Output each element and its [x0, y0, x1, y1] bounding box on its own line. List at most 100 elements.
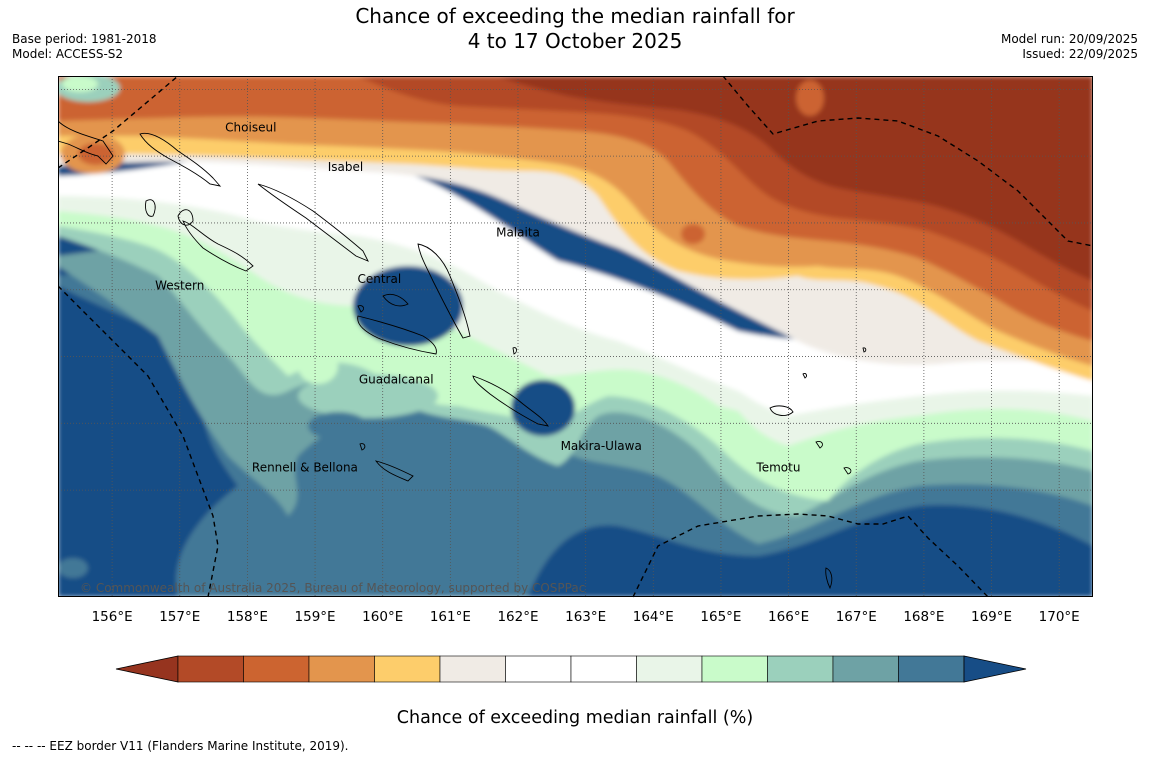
coast-duff-islands — [862, 347, 867, 353]
colorbar-bin — [570, 655, 637, 683]
colorbar-tick-label: 20 — [168, 685, 188, 688]
fill-guadalcanal-light — [298, 374, 438, 418]
colorbar-tick-label: 55 — [626, 685, 646, 688]
model-name: Model: ACCESS-S2 — [12, 47, 124, 61]
fill-dry-pocket-choiseul-core — [78, 143, 114, 165]
colorbar: 20 25 30 35 40 45 50 55 60 65 70 75 80 — [115, 655, 1027, 688]
contour-fills — [58, 76, 1093, 597]
issued-date: Issued: 22/09/2025 — [1022, 47, 1138, 61]
colorbar-tick-label: 45 — [495, 685, 515, 688]
colorbar-bin-high-extend — [963, 655, 1027, 683]
colorbar-title: Chance of exceeding median rainfall (%) — [396, 708, 754, 728]
colorbar-bin-low-extend — [115, 655, 179, 683]
colorbar-tick-label: 35 — [364, 685, 384, 688]
colorbar-tick-label: 75 — [888, 685, 908, 688]
fill-sw-corner — [58, 558, 88, 578]
title-line-2: 4 to 17 October 2025 — [467, 29, 683, 53]
region-label: Temotu — [755, 460, 800, 474]
eez-border-west — [58, 285, 219, 598]
longitude-tick-label: 166°E — [768, 609, 809, 625]
meta-right: Model run: 20/09/2025 Issued: 22/09/2025 — [1001, 32, 1138, 62]
fill-dry-pocket-north — [796, 80, 824, 116]
coast-ulawa — [512, 347, 517, 355]
coast-bellona — [359, 443, 366, 451]
colorbar-tick-label: 65 — [757, 685, 777, 688]
title-line-1: Chance of exceeding the median rainfall … — [355, 4, 795, 28]
copyright-text: © Commonwealth of Australia 2025, Bureau… — [80, 581, 585, 595]
longitude-tick-label: 156°E — [92, 609, 133, 625]
fill-dry-pocket-malaita-east — [681, 224, 705, 244]
coast-savo — [357, 305, 365, 313]
colorbar-tick-label: 60 — [692, 685, 712, 688]
colorbar-bin — [374, 655, 441, 683]
coast-temotu-nendo — [769, 405, 794, 416]
map-frame — [58, 76, 1093, 597]
model-run: Model run: 20/09/2025 — [1000, 32, 1138, 46]
coast-central-florida — [382, 293, 409, 307]
longitude-tick-label: 170°E — [1039, 609, 1080, 625]
longitude-tick-label: 167°E — [836, 609, 877, 625]
region-label: Western — [155, 279, 204, 293]
coastlines — [58, 120, 867, 590]
eez-border-png-north — [58, 76, 179, 169]
longitude-tick-label: 161°E — [430, 609, 471, 625]
colorbar-bin — [636, 655, 703, 683]
coast-rennell — [374, 460, 414, 482]
region-label: Choiseul — [225, 120, 276, 134]
longitude-tick-label: 168°E — [903, 609, 944, 625]
colorbar-tick-label: 25 — [233, 685, 253, 688]
colorbar-tick-label: 40 — [430, 685, 450, 688]
colorbar-bin — [308, 655, 375, 683]
longitude-tick-label: 163°E — [565, 609, 606, 625]
colorbar-bins — [115, 655, 1027, 683]
colorbar-tick-label: 70 — [823, 685, 843, 688]
coast-vanuatu-torres — [825, 567, 833, 590]
colorbar-bin — [832, 655, 899, 683]
longitude-tick-label: 158°E — [227, 609, 268, 625]
coast-reef-islands — [802, 373, 807, 379]
chart-title: Chance of exceeding the median rainfall … — [0, 4, 1150, 54]
meta-left: Base period: 1981-2018 Model: ACCESS-S2 — [12, 32, 157, 62]
longitude-tick-label: 157°E — [159, 609, 200, 625]
region-label: Central — [357, 272, 401, 286]
longitude-tick-label: 169°E — [971, 609, 1012, 625]
colorbar-bin — [505, 655, 572, 683]
colorbar-tick-label: 50 — [561, 685, 581, 688]
longitude-tick-label: 159°E — [295, 609, 336, 625]
coast-isabel — [257, 183, 369, 262]
coast-png-bougainville — [58, 120, 114, 165]
base-period: Base period: 1981-2018 — [12, 32, 157, 46]
fill-dry-below-20 — [498, 76, 1093, 281]
coast-guadalcanal — [357, 315, 437, 355]
coast-makira — [472, 375, 549, 427]
region-label: Rennell & Bellona — [252, 460, 358, 474]
eez-border-vanuatu — [632, 513, 989, 598]
coast-malaita — [417, 243, 471, 339]
colorbar-tick-label: 30 — [299, 685, 319, 688]
colorbar-ticks: 20 25 30 35 40 45 50 55 60 65 70 75 80 — [168, 685, 974, 688]
coast-ranongga — [145, 199, 156, 217]
fill-north-pale — [62, 76, 98, 92]
eez-borders — [58, 76, 1093, 598]
eez-footnote: -- -- -- EEZ border V11 (Flanders Marine… — [12, 739, 349, 753]
colorbar-bin — [439, 655, 506, 683]
colorbar-bin — [177, 655, 244, 683]
region-labels: Choiseul Isabel Malaita Western Central Guada… — [155, 120, 800, 474]
region-label: Makira-Ulawa — [561, 439, 642, 453]
longitude-tick-label: 165°E — [700, 609, 741, 625]
fill-temotu-mid — [308, 412, 368, 440]
longitude-tick-label: 164°E — [633, 609, 674, 625]
colorbar-bin — [701, 655, 768, 683]
region-label: Guadalcanal — [359, 372, 434, 386]
coast-temotu-utupua — [815, 441, 823, 449]
coast-choiseul — [139, 132, 222, 187]
longitude-tick-label: 162°E — [497, 609, 538, 625]
fill-wet-pocket-makira — [511, 380, 575, 436]
coast-vella-lavella — [177, 209, 194, 226]
region-label: Isabel — [328, 160, 363, 174]
longitude-tick-label: 160°E — [362, 609, 403, 625]
longitude-labels: 156°E 157°E 158°E 159°E 160°E 161°E 162°E 163°E… — [92, 609, 1080, 625]
coast-temotu-vanikoro — [843, 467, 852, 475]
forecast-map: © Commonwealth of Australia 2025, Bureau… — [58, 76, 1093, 625]
colorbar-bin — [767, 655, 834, 683]
